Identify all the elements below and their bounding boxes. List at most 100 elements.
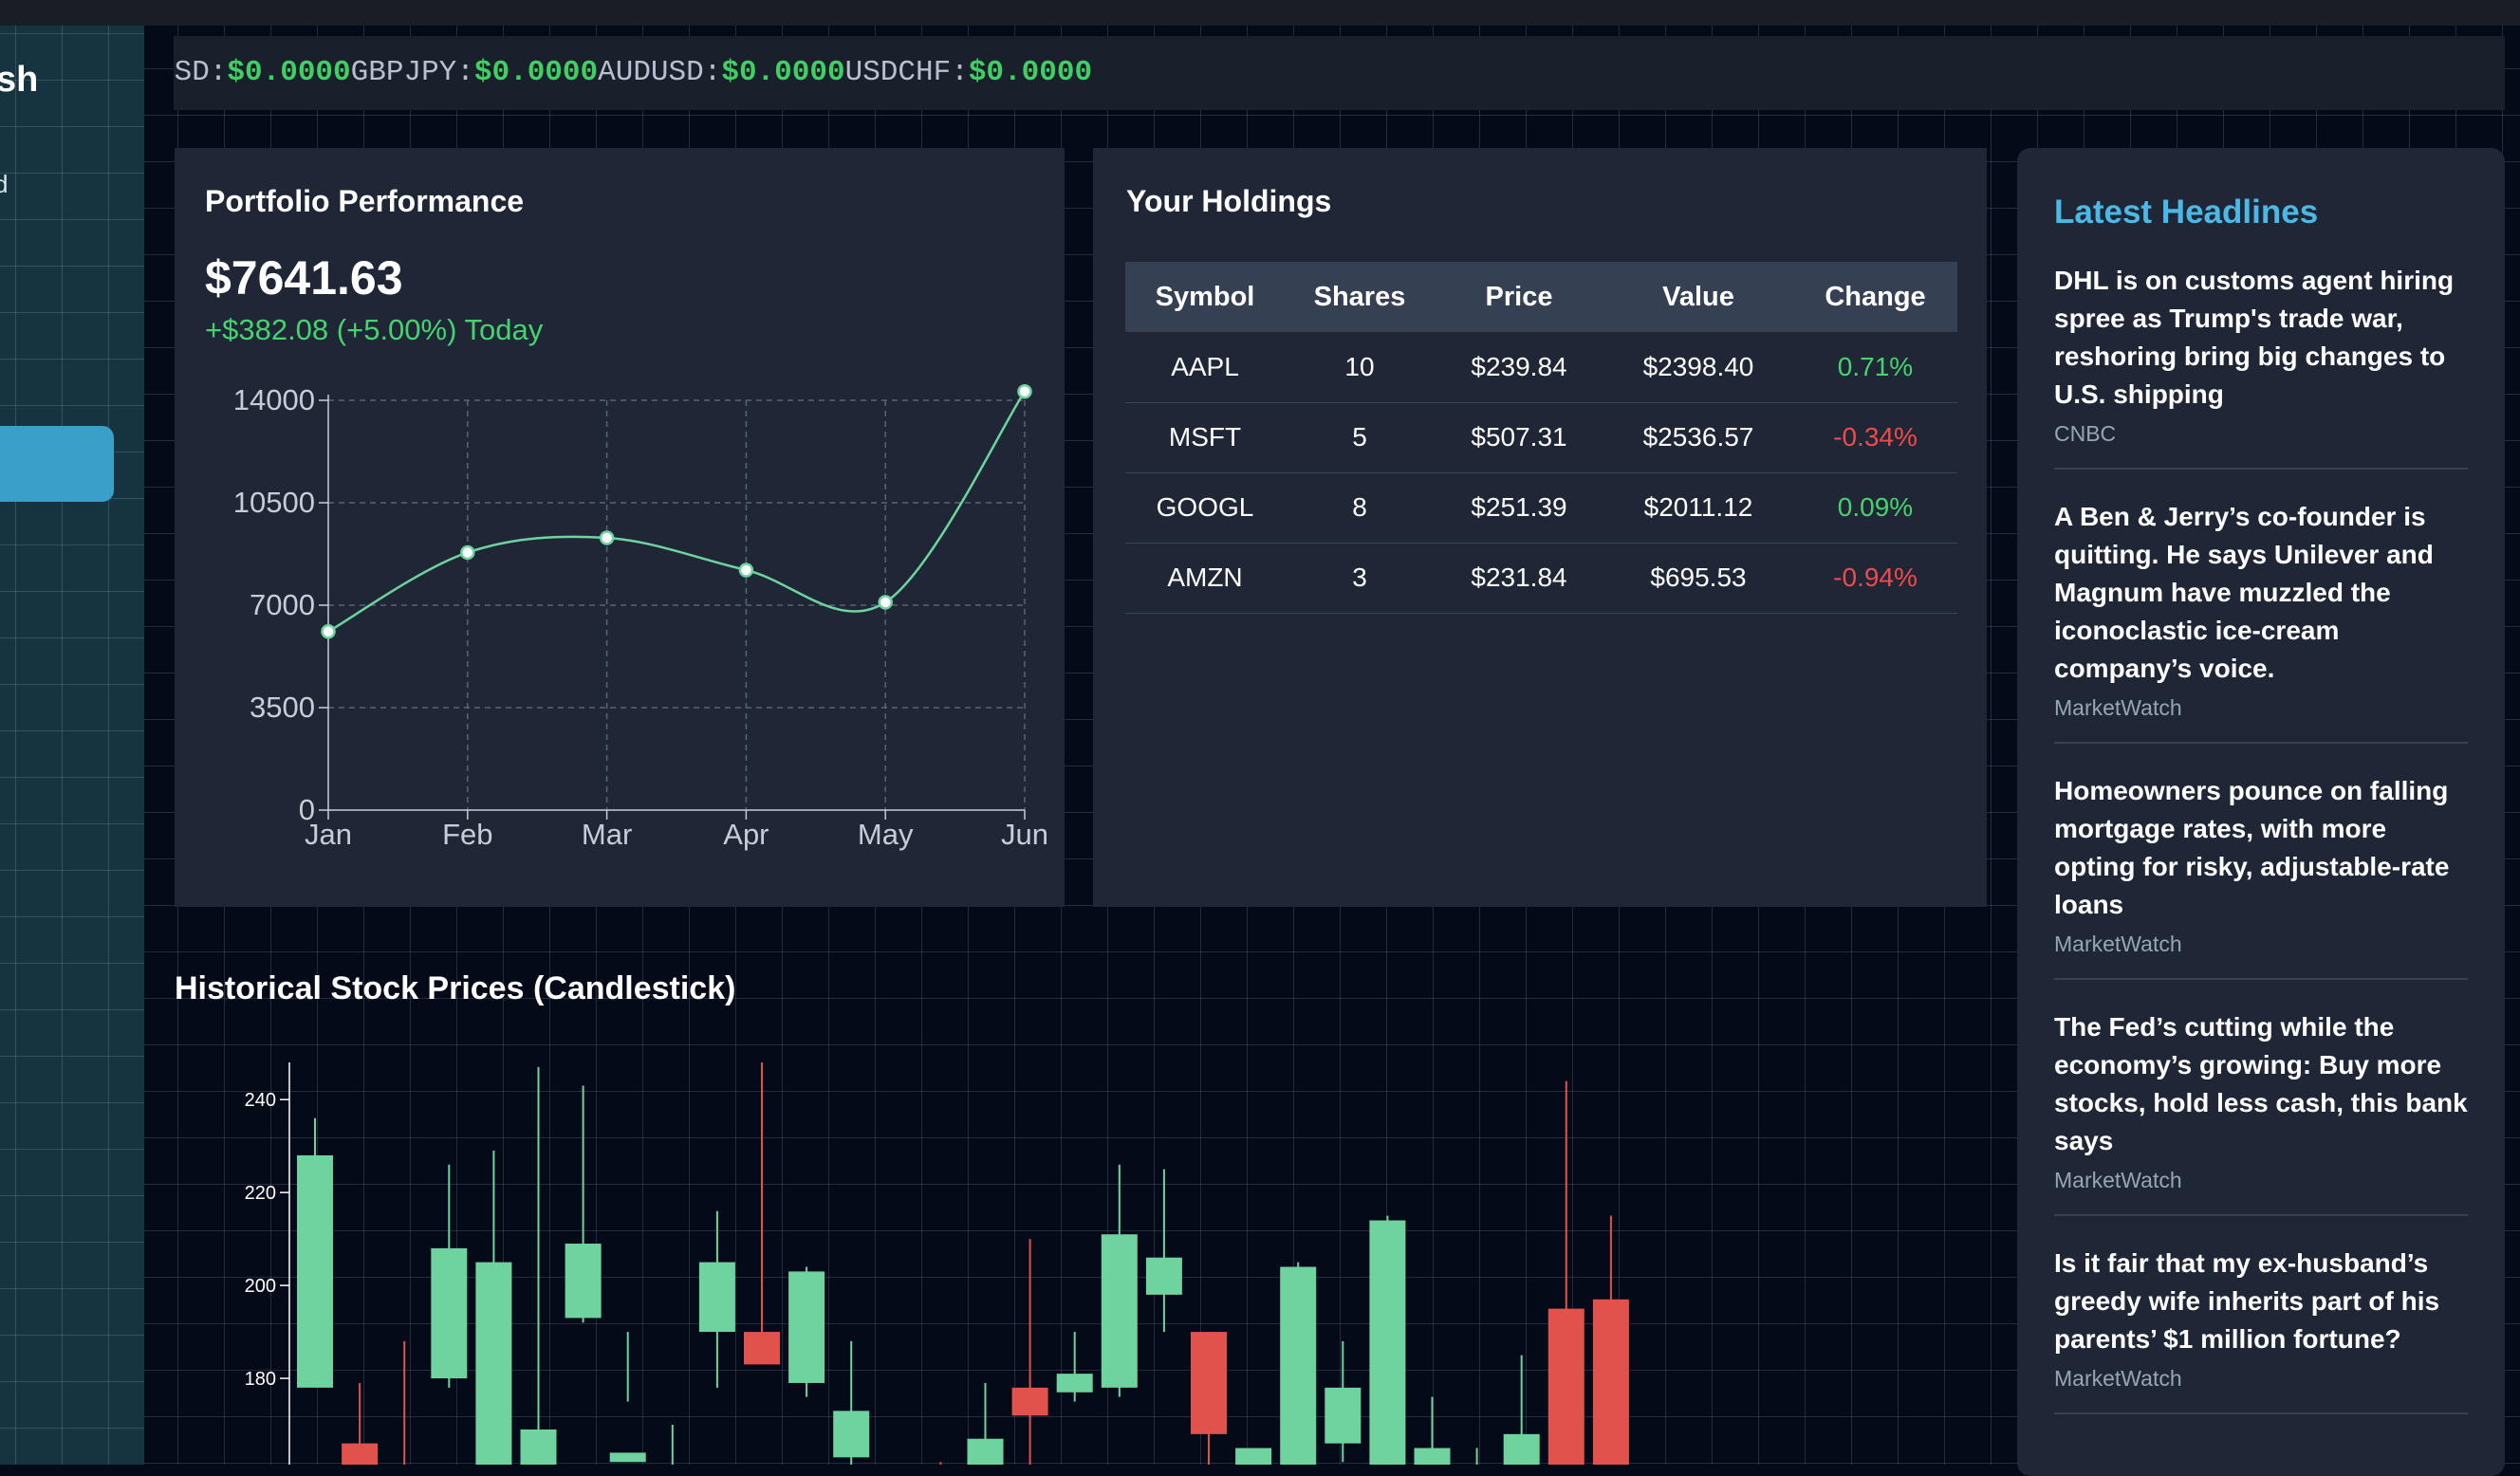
table-row[interactable]: AAPL 10 $239.84 $2398.40 0.71% bbox=[1125, 332, 1957, 403]
ticker-value: $0.0000 bbox=[721, 56, 845, 89]
candle-down bbox=[1547, 1080, 1584, 1465]
y-tick-label: 200 bbox=[245, 1276, 276, 1297]
performance-line-chart: 0 3500 7000 10500 14000 Jan Feb Mar Apr May Jun bbox=[233, 383, 1048, 851]
cell-shares: 3 bbox=[1285, 543, 1435, 614]
candle-body bbox=[1235, 1448, 1272, 1465]
candle-up bbox=[833, 1340, 870, 1465]
news-headline[interactable]: Homeowners pounce on falling mortgage ra… bbox=[2054, 776, 2450, 919]
ticker-value: $0.0000 bbox=[473, 56, 599, 89]
ticker-track: JSD: $0.0000 GBPJPY: $0.0000 AUDUSD: $0.… bbox=[174, 56, 1092, 89]
cell-change: 0.71% bbox=[1793, 332, 1957, 403]
window-top-bar bbox=[0, 0, 2520, 26]
candle-up bbox=[1475, 1448, 1478, 1465]
y-tick-label: 220 bbox=[245, 1183, 276, 1204]
table-row[interactable]: GOOGL 8 $251.39 $2011.12 0.09% bbox=[1125, 472, 1957, 544]
ticker-symbol: USDCHF: bbox=[844, 56, 969, 89]
sidebar-title: sh bbox=[0, 60, 39, 100]
candle-up bbox=[1503, 1355, 1540, 1465]
candle-body bbox=[788, 1271, 825, 1383]
column-header-change[interactable]: Change bbox=[1793, 262, 1957, 332]
y-tick-label: 240 bbox=[245, 1090, 276, 1111]
candle-up bbox=[520, 1066, 557, 1465]
candle-body bbox=[1503, 1433, 1540, 1465]
cell-price: $239.84 bbox=[1435, 332, 1603, 403]
performance-title: Portfolio Performance bbox=[205, 184, 525, 218]
candle-up bbox=[475, 1151, 512, 1465]
candle-body bbox=[1101, 1234, 1138, 1388]
holdings-title: Your Holdings bbox=[1126, 184, 1332, 218]
news-headline[interactable]: A Ben & Jerry’s co-founder is quitting. … bbox=[2054, 502, 2434, 683]
ticker-item: AUDUSD: $0.0000 bbox=[598, 56, 844, 89]
candle-body bbox=[698, 1262, 735, 1333]
candle-up bbox=[1101, 1164, 1138, 1397]
candle-body bbox=[967, 1438, 1004, 1465]
candle-up bbox=[1056, 1332, 1093, 1402]
y-tick-label: 180 bbox=[245, 1369, 276, 1390]
candle-body bbox=[1547, 1308, 1584, 1465]
y-tick-label: 14000 bbox=[233, 383, 315, 416]
cell-shares: 5 bbox=[1285, 402, 1435, 473]
news-item[interactable]: Is it fair that my ex-husband’s greedy w… bbox=[2054, 1245, 2468, 1414]
news-source: MarketWatch bbox=[2054, 695, 2182, 720]
x-tick-label: Apr bbox=[723, 818, 769, 851]
cell-value: $2011.12 bbox=[1603, 472, 1793, 544]
cell-change: -0.94% bbox=[1793, 543, 1957, 614]
y-tick-label: 3500 bbox=[250, 691, 315, 724]
candle-body bbox=[1011, 1387, 1048, 1416]
candle-up bbox=[1325, 1340, 1362, 1463]
data-point bbox=[599, 530, 615, 545]
portfolio-change: +$382.08 (+5.00%) Today bbox=[205, 313, 544, 346]
x-tick-label: Mar bbox=[582, 818, 632, 851]
cell-symbol: AMZN bbox=[1125, 543, 1285, 614]
news-headline[interactable]: The Fed’s cutting while the economy’s gr… bbox=[2054, 1012, 2468, 1155]
y-tick-label: 160 bbox=[245, 1462, 276, 1465]
portfolio-value: $7641.63 bbox=[205, 251, 403, 304]
candle-body bbox=[833, 1411, 870, 1458]
table-row[interactable]: MSFT 5 $507.31 $2536.57 -0.34% bbox=[1125, 402, 1957, 473]
candle-up bbox=[1280, 1262, 1317, 1465]
cell-value: $695.53 bbox=[1603, 543, 1793, 614]
column-header-price[interactable]: Price bbox=[1435, 262, 1603, 332]
column-header-symbol[interactable]: Symbol bbox=[1125, 262, 1285, 332]
candle-up bbox=[967, 1382, 1004, 1465]
candle-up bbox=[431, 1164, 468, 1388]
currency-ticker: JSD: $0.0000 GBPJPY: $0.0000 AUDUSD: $0.… bbox=[174, 36, 2505, 110]
ticker-symbol: AUDUSD: bbox=[598, 56, 722, 89]
news-list: DHL is on customs agent hiring spree as … bbox=[2054, 262, 2468, 1443]
candle-body bbox=[1592, 1299, 1629, 1465]
holdings-table: Symbol Shares Price Value Change AAPL 10… bbox=[1125, 262, 1957, 614]
cell-value: $2536.57 bbox=[1603, 402, 1793, 473]
cell-change: -0.34% bbox=[1793, 402, 1957, 473]
candle-down bbox=[403, 1340, 406, 1465]
x-tick-label: May bbox=[858, 818, 914, 851]
data-point bbox=[738, 563, 754, 578]
candle-body bbox=[565, 1244, 602, 1319]
news-source: MarketWatch bbox=[2054, 932, 2182, 956]
candle-body bbox=[297, 1154, 333, 1388]
news-headline[interactable]: DHL is on customs agent hiring spree as … bbox=[2054, 266, 2455, 409]
cell-value: $2398.40 bbox=[1603, 332, 1793, 403]
news-item[interactable]: Homeowners pounce on falling mortgage ra… bbox=[2054, 772, 2468, 980]
y-tick-label: 7000 bbox=[250, 588, 315, 621]
data-point bbox=[460, 544, 475, 561]
table-row[interactable]: AMZN 3 $231.84 $695.53 -0.94% bbox=[1125, 543, 1957, 614]
sidebar-nav-item[interactable]: d bbox=[0, 170, 9, 198]
candle-up bbox=[788, 1266, 825, 1397]
y-tick-label: 10500 bbox=[233, 486, 315, 519]
news-source: MarketWatch bbox=[2054, 1366, 2182, 1391]
news-heading: Latest Headlines bbox=[2054, 194, 2319, 231]
candle-up bbox=[565, 1085, 602, 1323]
candle-body bbox=[1280, 1266, 1317, 1465]
candle-body bbox=[1414, 1448, 1451, 1465]
column-header-value[interactable]: Value bbox=[1603, 262, 1793, 332]
sidebar-active-item[interactable] bbox=[0, 426, 114, 502]
news-item[interactable]: A Ben & Jerry’s co-founder is quitting. … bbox=[2054, 498, 2468, 744]
table-header-row: Symbol Shares Price Value Change bbox=[1125, 262, 1957, 332]
news-item[interactable]: The Fed’s cutting while the economy’s gr… bbox=[2054, 1008, 2468, 1216]
column-header-shares[interactable]: Shares bbox=[1285, 262, 1435, 332]
candle-body bbox=[1056, 1374, 1093, 1393]
news-item[interactable]: DHL is on customs agent hiring spree as … bbox=[2054, 262, 2468, 470]
candle-body bbox=[475, 1262, 512, 1465]
x-tick-label: Jan bbox=[305, 818, 352, 851]
news-headline[interactable]: Is it fair that my ex-husband’s greedy w… bbox=[2054, 1248, 2440, 1354]
